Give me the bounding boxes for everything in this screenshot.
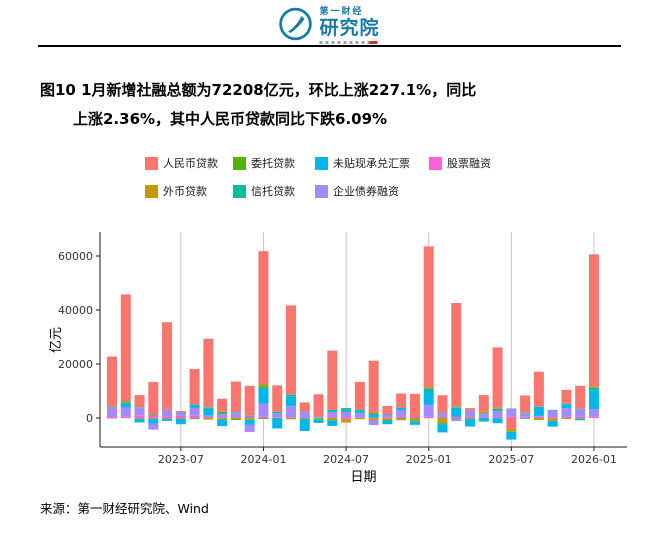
brand-subline: [319, 41, 378, 44]
legend-swatch-icon: [315, 184, 328, 198]
figure-title: 图10 1月新增社融总额为72208亿元，环比上涨227.1%，同比 上涨2.3…: [40, 76, 476, 134]
figure-title-line1: 图10 1月新增社融总额为72208亿元，环比上涨227.1%，同比: [40, 81, 477, 99]
chart-axes: 0 20000 40000 60000 2023-07 2024-01 2024-07 202…: [49, 232, 627, 485]
svg-text:2025-01: 2025-01: [406, 453, 452, 466]
svg-text:2026-01: 2026-01: [571, 453, 617, 466]
legend-label: 信托贷款: [251, 185, 295, 198]
source-text: 来源：第一财经研究院、Wind: [40, 501, 209, 516]
chart-legend: 人民币贷款 委托贷款 未贴现承兑汇票 股票融资外币贷款 信托贷款 企业债券融资: [145, 149, 519, 205]
svg-text:0: 0: [86, 412, 93, 425]
svg-text:20000: 20000: [58, 358, 93, 371]
yicai-logo-icon: [278, 7, 312, 45]
legend-swatch-icon: [145, 156, 158, 170]
legend-label: 企业债券融资: [333, 185, 399, 198]
legend-item: 股票融资: [429, 155, 519, 171]
legend-item: 企业债券融资: [315, 183, 429, 199]
legend-label: 未贴现承兑汇票: [333, 157, 410, 170]
svg-text:2024-07: 2024-07: [323, 453, 369, 466]
legend-label: 委托贷款: [251, 157, 295, 170]
svg-text:日期: 日期: [350, 470, 376, 485]
legend-label: 人民币贷款: [163, 157, 218, 170]
legend-item: 委托贷款: [233, 155, 315, 171]
legend-swatch-icon: [145, 184, 158, 198]
svg-text:40000: 40000: [58, 304, 93, 317]
svg-text:2025-07: 2025-07: [488, 453, 534, 466]
legend-item: 未贴现承兑汇票: [315, 155, 429, 171]
legend-label: 外币贷款: [163, 185, 207, 198]
brand-name-bottom: 研究院: [319, 17, 380, 39]
brand-name-top: 第一财经: [319, 7, 364, 17]
svg-text:60000: 60000: [58, 250, 93, 263]
chart-area: 0 20000 40000 60000 2023-07 2024-01 2024-07 202…: [38, 228, 638, 490]
legend-swatch-icon: [429, 156, 442, 170]
legend-item: 人民币贷款: [145, 155, 233, 171]
svg-text:亿元: 亿元: [49, 327, 64, 353]
chart-svg: 0 20000 40000 60000 2023-07 2024-01 2024-07 202…: [49, 232, 627, 485]
legend-label: 股票融资: [447, 157, 491, 170]
svg-text:2024-01: 2024-01: [240, 453, 286, 466]
legend-item: 信托贷款: [233, 183, 315, 199]
chart-bars: [107, 246, 599, 440]
legend-swatch-icon: [233, 156, 246, 170]
legend-swatch-icon: [233, 184, 246, 198]
header-divider: [38, 45, 621, 47]
legend-swatch-icon: [315, 156, 328, 170]
legend-item: 外币贷款: [145, 183, 233, 199]
logo-text: 第一财经 研究院: [319, 8, 379, 44]
yicai-logo: 第一财经 研究院: [278, 7, 379, 45]
figure-title-line2: 上涨2.36%，其中人民币贷款同比下跌6.09%: [73, 110, 388, 128]
svg-text:2023-07: 2023-07: [158, 453, 204, 466]
